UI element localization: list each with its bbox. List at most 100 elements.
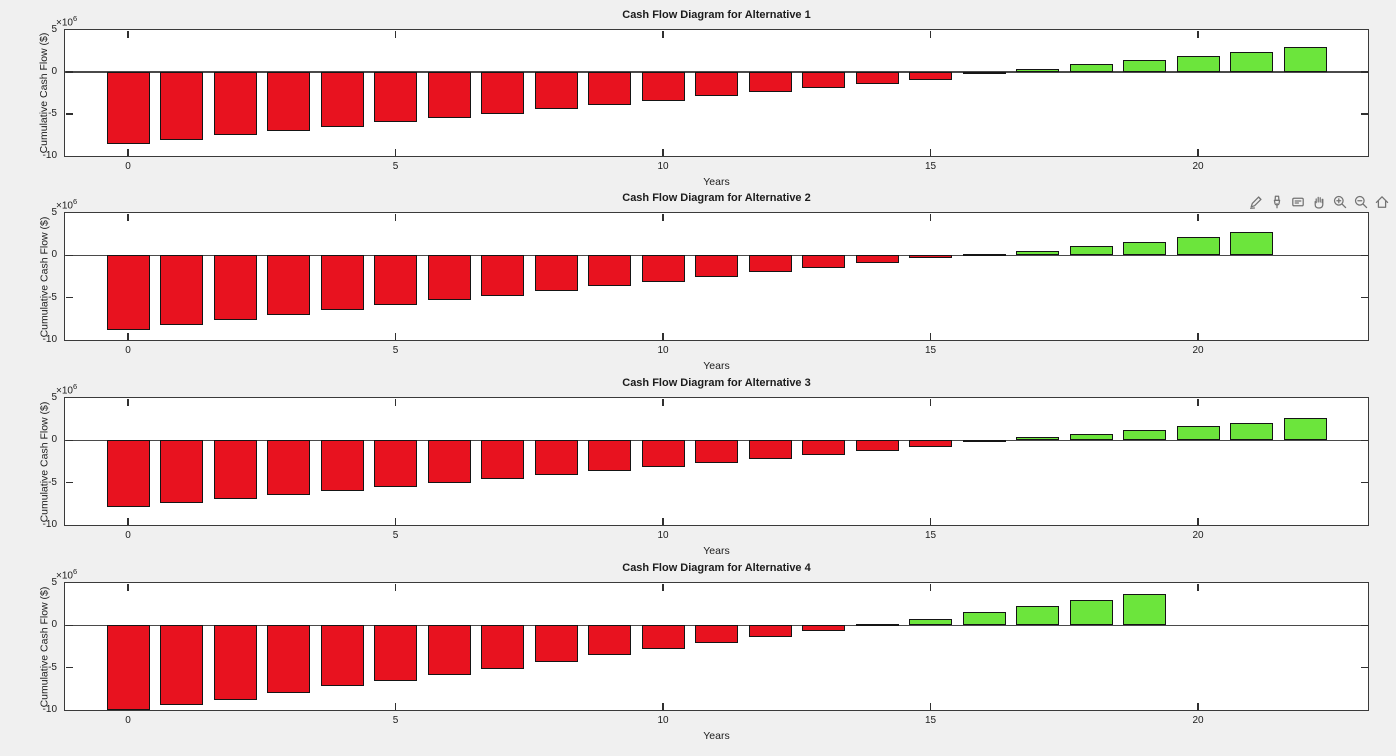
alt4-bar-year-4[interactable] [320, 625, 364, 687]
alt2-bar-year-20[interactable] [1176, 237, 1220, 256]
alt2-bar-year-14[interactable] [855, 255, 899, 263]
alt4-bar-year-14[interactable] [855, 624, 899, 627]
alt1-bar-year-8[interactable] [534, 72, 578, 109]
alt3-bar-year-9[interactable] [588, 440, 631, 472]
alt2-bar-year-10[interactable] [641, 255, 685, 282]
alt3-bar-year-10[interactable] [641, 440, 685, 467]
alt1-bar-year-17[interactable] [1016, 69, 1059, 72]
alt1-bar-year-11[interactable] [695, 72, 738, 97]
alt1-bar-year-13[interactable] [802, 72, 845, 88]
alt4-bar-year-0[interactable] [106, 625, 150, 710]
alt1-bar-year-21[interactable] [1230, 51, 1273, 72]
export-icon[interactable] [1247, 193, 1265, 211]
alt2-bar-year-19[interactable] [1123, 242, 1166, 256]
alt4-bar-year-6[interactable] [427, 625, 471, 676]
alt2-x-tick-bottom-4 [1197, 332, 1199, 340]
alt1-bar-year-4[interactable] [320, 72, 364, 127]
alt4-bar-year-18[interactable] [1069, 599, 1113, 626]
alt4-bar-year-15[interactable] [909, 619, 952, 626]
alt2-bar-year-18[interactable] [1069, 246, 1113, 256]
alt2-bar-year-0[interactable] [106, 255, 150, 331]
alt1-bar-year-20[interactable] [1176, 56, 1220, 72]
alt3-bar-year-4[interactable] [320, 440, 364, 492]
brush-icon[interactable] [1268, 193, 1286, 211]
alt3-bar-year-1[interactable] [160, 440, 203, 503]
alt3-bar-year-19[interactable] [1123, 429, 1166, 441]
alt4-bar-year-10[interactable] [641, 625, 685, 650]
alt4-bar-year-9[interactable] [588, 625, 631, 655]
alt3-bar-year-17[interactable] [1016, 437, 1059, 441]
alt3-bar-year-12[interactable] [748, 440, 792, 459]
datatips-icon[interactable] [1289, 193, 1307, 211]
alt2-bar-year-16[interactable] [962, 254, 1006, 257]
alt4-bar-year-16[interactable] [962, 612, 1006, 626]
alt2-bar-year-17[interactable] [1016, 251, 1059, 256]
alt3-bar-year-8[interactable] [534, 440, 578, 476]
alt2-bar-year-13[interactable] [802, 255, 845, 268]
alt3-x-tick-label-4: 20 [1192, 530, 1204, 541]
alt1-bar-year-12[interactable] [748, 72, 792, 93]
alt3-bar-year-16[interactable] [962, 440, 1006, 443]
alt2-bar-year-2[interactable] [213, 255, 257, 320]
alt4-bar-year-3[interactable] [267, 625, 310, 694]
alt3-bar-year-3[interactable] [267, 440, 310, 496]
alt3-bar-year-13[interactable] [802, 440, 845, 456]
alt4-bar-year-1[interactable] [160, 625, 203, 705]
alt2-y-tick-label-2: -5 [48, 291, 57, 303]
alt2-y-tick-label-3: -10 [42, 334, 57, 345]
alt4-bar-year-7[interactable] [481, 625, 524, 669]
alt3-bar-year-20[interactable] [1176, 425, 1220, 441]
alt2-bar-year-7[interactable] [481, 255, 524, 296]
alt1-bar-year-5[interactable] [374, 72, 417, 123]
alt1-bar-year-16[interactable] [962, 72, 1006, 74]
alt2-bar-year-9[interactable] [588, 255, 631, 287]
alt2-bar-year-21[interactable] [1230, 231, 1273, 256]
alt2-bar-year-11[interactable] [695, 255, 738, 277]
alt1-bar-year-3[interactable] [267, 72, 310, 131]
alt1-x-tick-top-4 [1197, 30, 1199, 38]
alt3-bar-year-21[interactable] [1230, 422, 1273, 441]
alt3-bar-year-2[interactable] [213, 440, 257, 500]
alt3-bar-year-5[interactable] [374, 440, 417, 488]
zoom-in-icon[interactable] [1331, 193, 1349, 211]
alt1-bar-year-15[interactable] [909, 72, 952, 80]
alt2-bar-year-4[interactable] [320, 255, 364, 310]
restore-view-icon[interactable] [1373, 193, 1391, 211]
alt3-bar-year-7[interactable] [481, 440, 524, 480]
alt4-bar-year-17[interactable] [1016, 606, 1059, 626]
alt4-bar-year-8[interactable] [534, 625, 578, 662]
alt1-bar-year-0[interactable] [106, 72, 150, 145]
alt1-bar-year-9[interactable] [588, 72, 631, 105]
alt1-bar-year-18[interactable] [1069, 64, 1113, 72]
alt3-bar-year-22[interactable] [1283, 418, 1327, 441]
alt2-bar-year-1[interactable] [160, 255, 203, 325]
alt3-bar-year-15[interactable] [909, 440, 952, 448]
alt3-bar-year-11[interactable] [695, 440, 738, 464]
alt3-bar-year-6[interactable] [427, 440, 471, 484]
alt1-bar-year-7[interactable] [481, 72, 524, 114]
alt2-bar-year-3[interactable] [267, 255, 310, 315]
alt2-bar-year-12[interactable] [748, 255, 792, 273]
alt4-bar-year-11[interactable] [695, 625, 738, 644]
alt2-bar-year-8[interactable] [534, 255, 578, 292]
alt1-bar-year-1[interactable] [160, 72, 203, 140]
alt3-bar-year-14[interactable] [855, 440, 899, 452]
alt1-bar-year-22[interactable] [1283, 47, 1327, 72]
alt3-bar-year-0[interactable] [106, 440, 150, 508]
alt3-bar-year-18[interactable] [1069, 434, 1113, 441]
alt1-bar-year-6[interactable] [427, 72, 471, 118]
alt1-bar-year-19[interactable] [1123, 60, 1166, 72]
alt4-bar-year-13[interactable] [802, 625, 845, 631]
zoom-out-icon[interactable] [1352, 193, 1370, 211]
alt2-bar-year-15[interactable] [909, 255, 952, 259]
pan-icon[interactable] [1310, 193, 1328, 211]
alt4-bar-year-2[interactable] [213, 625, 257, 700]
alt2-bar-year-5[interactable] [374, 255, 417, 306]
alt4-bar-year-12[interactable] [748, 625, 792, 638]
alt2-bar-year-6[interactable] [427, 255, 471, 301]
alt1-bar-year-2[interactable] [213, 72, 257, 135]
alt1-bar-year-14[interactable] [855, 72, 899, 84]
alt4-bar-year-5[interactable] [374, 625, 417, 682]
alt1-bar-year-10[interactable] [641, 72, 685, 101]
alt4-bar-year-19[interactable] [1123, 594, 1166, 626]
